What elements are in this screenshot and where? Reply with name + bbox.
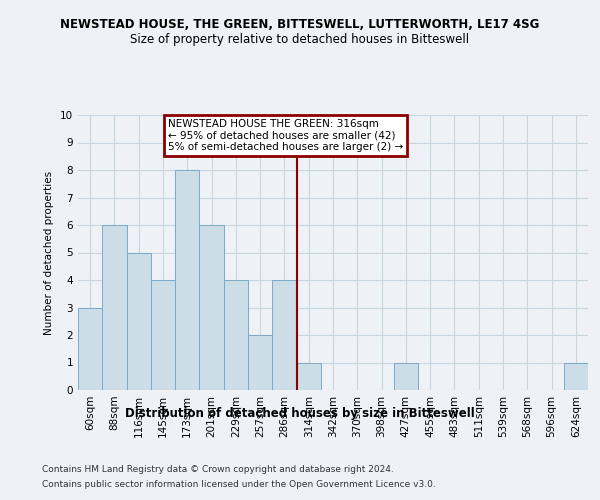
Bar <box>248 335 272 390</box>
Bar <box>296 362 321 390</box>
Bar <box>224 280 248 390</box>
Text: Contains HM Land Registry data © Crown copyright and database right 2024.: Contains HM Land Registry data © Crown c… <box>42 465 394 474</box>
Bar <box>78 308 102 390</box>
Y-axis label: Number of detached properties: Number of detached properties <box>44 170 55 334</box>
Bar <box>199 225 224 390</box>
Text: NEWSTEAD HOUSE, THE GREEN, BITTESWELL, LUTTERWORTH, LE17 4SG: NEWSTEAD HOUSE, THE GREEN, BITTESWELL, L… <box>61 18 539 30</box>
Text: NEWSTEAD HOUSE THE GREEN: 316sqm
← 95% of detached houses are smaller (42)
5% of: NEWSTEAD HOUSE THE GREEN: 316sqm ← 95% o… <box>168 119 403 152</box>
Text: Distribution of detached houses by size in Bitteswell: Distribution of detached houses by size … <box>125 408 475 420</box>
Bar <box>175 170 199 390</box>
Bar <box>272 280 296 390</box>
Bar <box>564 362 588 390</box>
Text: Contains public sector information licensed under the Open Government Licence v3: Contains public sector information licen… <box>42 480 436 489</box>
Bar <box>151 280 175 390</box>
Text: Size of property relative to detached houses in Bitteswell: Size of property relative to detached ho… <box>130 32 470 46</box>
Bar <box>102 225 127 390</box>
Bar <box>127 252 151 390</box>
Bar <box>394 362 418 390</box>
